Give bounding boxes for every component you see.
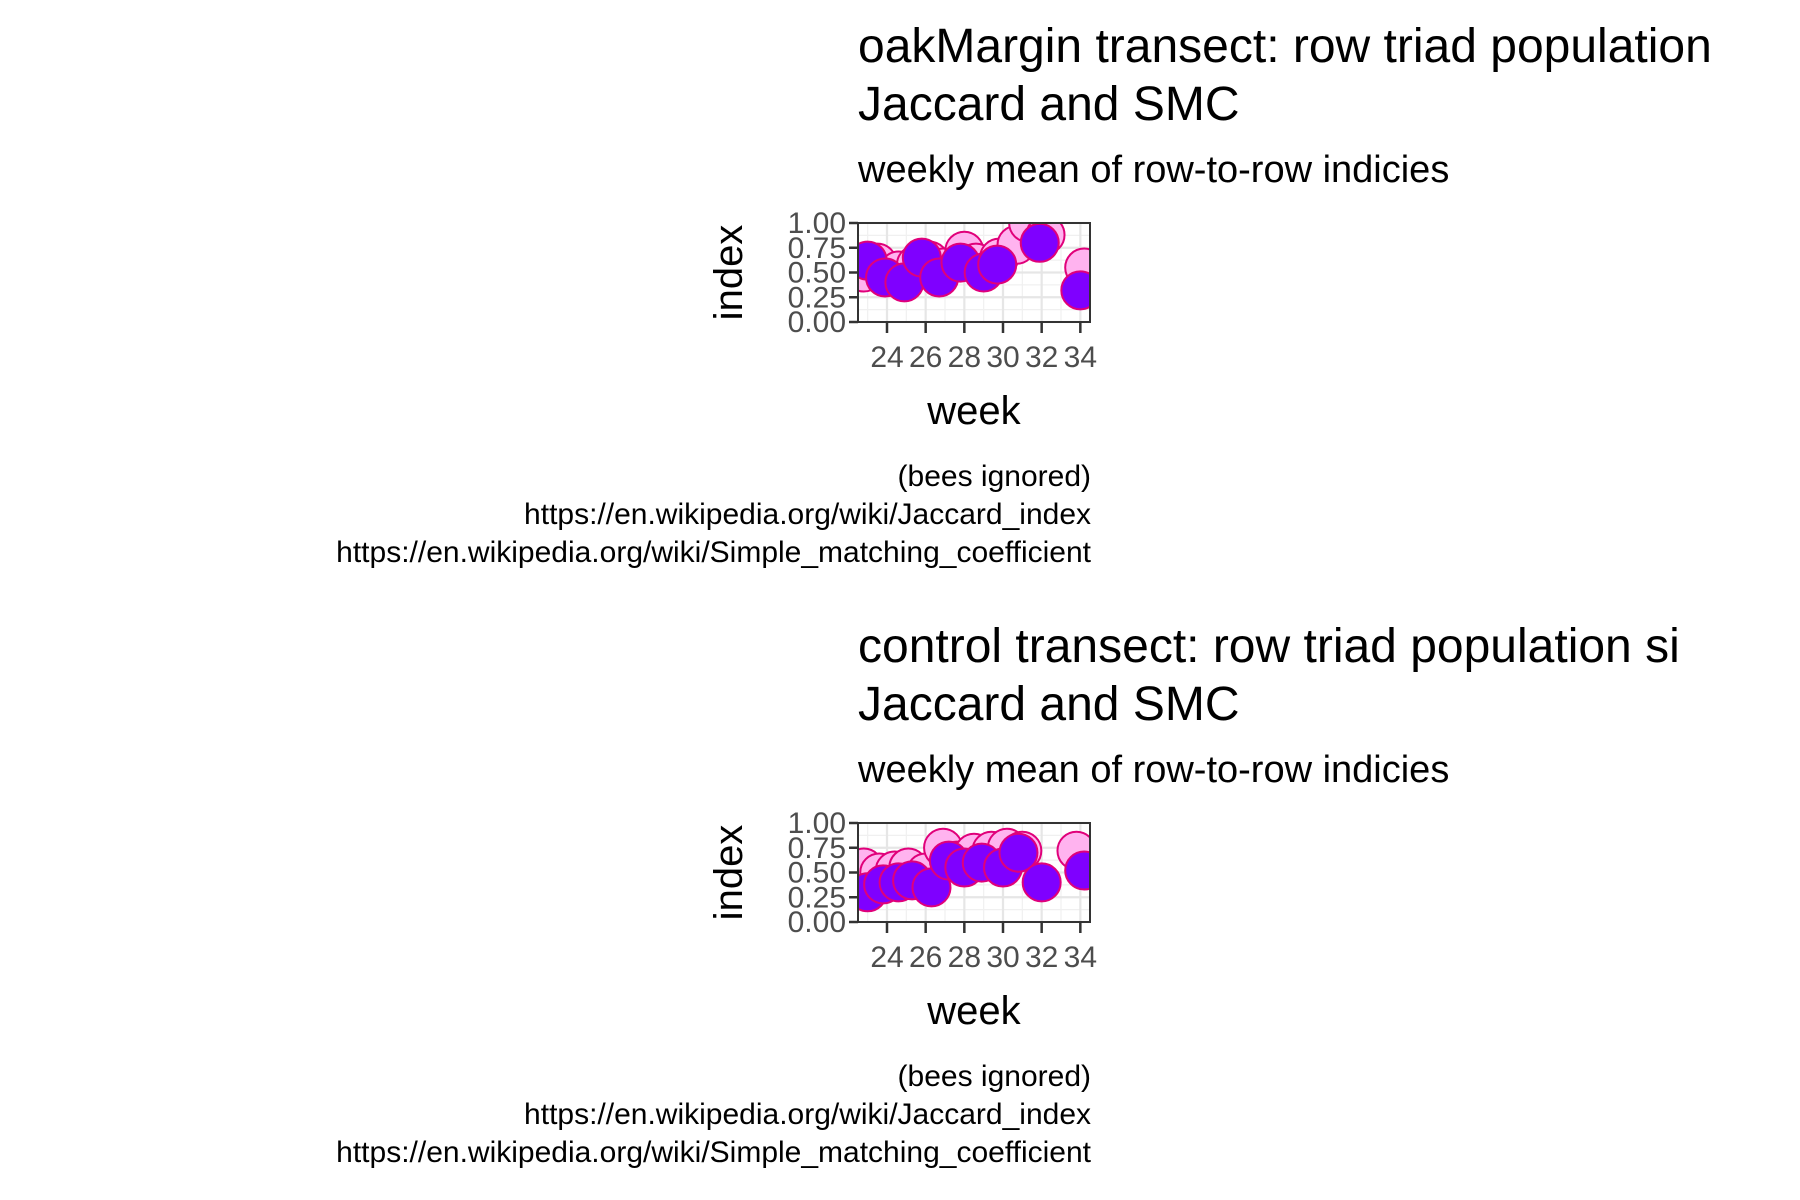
x-tick-label: 34: [1064, 341, 1097, 374]
plot-area: 0.000.250.500.751.00 24 26 28 30 32 34 week inde…: [707, 207, 1097, 433]
chart-title-line-2: Jaccard and SMC: [858, 78, 1240, 131]
x-tick-label: 32: [1025, 341, 1058, 374]
x-tick-label: 34: [1064, 941, 1097, 974]
x-tick-label: 30: [986, 341, 1019, 374]
chart-caption: (bees ignored) https://en.wikipedia.org/…: [336, 458, 1091, 572]
y-tick-label: 0.25: [788, 881, 846, 914]
caption-line-3: https://en.wikipedia.org/wiki/Simple_mat…: [336, 1136, 1091, 1169]
y-tick-label: 0.25: [788, 281, 846, 314]
y-tick-label: 0.50: [788, 857, 846, 890]
x-axis-title: week: [926, 989, 1021, 1033]
y-tick-label: 0.50: [788, 257, 846, 290]
y-tick-label: 0.00: [788, 306, 846, 339]
caption-line-1: (bees ignored): [897, 1060, 1091, 1093]
chart-panel-control: control transect: row triad population s…: [0, 600, 1800, 1200]
y-tick-label: 1.00: [788, 807, 846, 840]
data-point-series-2: [1064, 850, 1090, 891]
data-point-series-2: [1019, 223, 1060, 263]
chart-subtitle: weekly mean of row-to-row indicies: [858, 749, 1450, 791]
x-axis-title: week: [926, 389, 1021, 433]
chart-title-line-1: control transect: row triad population s…: [858, 620, 1680, 673]
caption-line-2: https://en.wikipedia.org/wiki/Jaccard_in…: [524, 1098, 1091, 1131]
data-point-series-2: [1021, 862, 1062, 903]
x-tick-label: 32: [1025, 941, 1058, 974]
y-tick-label: 1.00: [788, 207, 846, 240]
points-layer: [858, 827, 1090, 913]
y-axis-title: index: [707, 825, 751, 921]
x-tick-label: 28: [948, 941, 981, 974]
data-point-series-2: [1060, 270, 1090, 311]
caption-line-2: https://en.wikipedia.org/wiki/Jaccard_in…: [524, 498, 1091, 531]
y-tick-label: 0.75: [788, 832, 846, 865]
chart-panel-oakmargin: oakMargin transect: row triad population…: [336, 18, 1712, 572]
plot-area: 0.000.250.500.751.00 24 26 28 30 32 34 week inde…: [707, 807, 1097, 1033]
chart-title-line-2: Jaccard and SMC: [858, 678, 1240, 731]
chart-subtitle: weekly mean of row-to-row indicies: [858, 149, 1450, 191]
chart-title-line-1: oakMargin transect: row triad population: [858, 20, 1712, 73]
data-point-series-2: [977, 244, 1018, 285]
x-tick-label: 24: [870, 341, 903, 374]
data-point-series-2: [998, 832, 1039, 873]
y-tick-label: 0.00: [788, 906, 846, 939]
caption-line-1: (bees ignored): [897, 460, 1091, 493]
chart-caption: (bees ignored) https://en.wikipedia.org/…: [336, 1058, 1091, 1172]
x-tick-label: 26: [909, 941, 942, 974]
x-tick-label: 24: [870, 941, 903, 974]
y-axis-title: index: [707, 225, 751, 321]
y-tick-label: 0.75: [788, 232, 846, 265]
points-layer: [858, 223, 1090, 311]
caption-line-3: https://en.wikipedia.org/wiki/Simple_mat…: [336, 536, 1091, 569]
x-tick-label: 26: [909, 341, 942, 374]
x-tick-label: 28: [948, 341, 981, 374]
x-tick-label: 30: [986, 941, 1019, 974]
chart-title: control transect: row triad population s…: [858, 618, 1680, 734]
chart-title: oakMargin transect: row triad population…: [858, 18, 1712, 134]
